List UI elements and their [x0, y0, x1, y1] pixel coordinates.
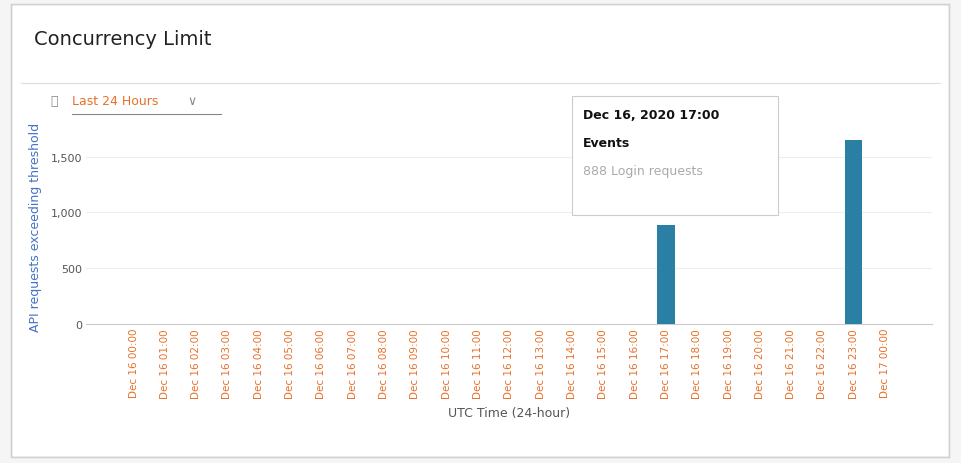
X-axis label: UTC Time (24-hour): UTC Time (24-hour) [448, 406, 571, 419]
Text: 📅: 📅 [50, 95, 58, 108]
Text: 888 Login requests: 888 Login requests [583, 164, 703, 177]
Text: Dec 16, 2020 17:00: Dec 16, 2020 17:00 [583, 109, 720, 122]
Bar [845, 141, 862, 324]
Text: Events: Events [583, 137, 630, 150]
Text: Last 24 Hours: Last 24 Hours [72, 95, 159, 108]
Text: ∨: ∨ [187, 95, 196, 108]
Y-axis label: API requests exceeding threshold: API requests exceeding threshold [30, 123, 42, 331]
Text: Concurrency Limit: Concurrency Limit [34, 30, 211, 49]
Bar [657, 225, 675, 324]
